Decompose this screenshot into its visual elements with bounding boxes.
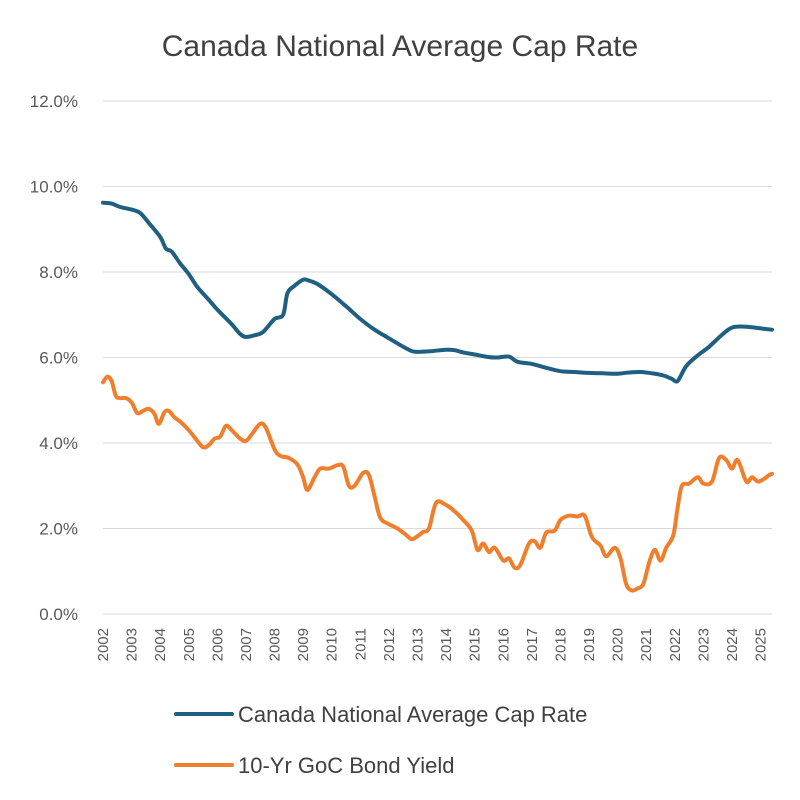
y-tick-label: 4.0% bbox=[39, 434, 78, 453]
x-tick-label: 2005 bbox=[181, 628, 198, 661]
legend-label-0: Canada National Average Cap Rate bbox=[238, 702, 587, 727]
x-tick-label: 2019 bbox=[581, 628, 598, 661]
x-tick-label: 2010 bbox=[324, 628, 341, 661]
x-tick-label: 2025 bbox=[753, 628, 770, 661]
x-tick-label: 2008 bbox=[267, 628, 284, 661]
legend-label-1: 10-Yr GoC Bond Yield bbox=[238, 753, 454, 778]
x-tick-label: 2017 bbox=[524, 628, 541, 661]
x-tick-label: 2016 bbox=[495, 628, 512, 661]
x-tick-label: 2006 bbox=[209, 628, 226, 661]
gridlines bbox=[103, 100, 772, 615]
x-tick-label: 2018 bbox=[552, 628, 569, 661]
y-tick-label: 8.0% bbox=[39, 263, 78, 282]
x-tick-label: 2012 bbox=[381, 628, 398, 661]
x-tick-label: 2002 bbox=[95, 628, 112, 661]
x-tick-label: 2022 bbox=[667, 628, 684, 661]
x-tick-label: 2011 bbox=[352, 628, 369, 660]
series-lines bbox=[101, 200, 774, 593]
x-tick-label: 2023 bbox=[695, 628, 712, 661]
x-tick-label: 2009 bbox=[295, 628, 312, 661]
x-tick-label: 2024 bbox=[724, 628, 741, 661]
x-tick-label: 2014 bbox=[438, 628, 455, 661]
x-tick-label: 2015 bbox=[467, 628, 484, 661]
cap-rate-series-line bbox=[101, 200, 774, 384]
x-tick-label: 2007 bbox=[238, 628, 255, 661]
x-tick-label: 2004 bbox=[152, 628, 169, 661]
x-tick-label: 2003 bbox=[124, 628, 141, 661]
x-tick-label: 2013 bbox=[409, 628, 426, 661]
y-tick-label: 6.0% bbox=[39, 349, 78, 368]
chart-title: Canada National Average Cap Rate bbox=[162, 30, 638, 63]
y-tick-label: 2.0% bbox=[39, 520, 78, 539]
y-tick-label: 12.0% bbox=[30, 92, 78, 111]
legend: Canada National Average Cap Rate 10-Yr Go… bbox=[174, 702, 587, 778]
bond-yield-series-line bbox=[101, 374, 774, 593]
x-tick-label: 2021 bbox=[638, 628, 655, 661]
y-tick-label: 0.0% bbox=[39, 605, 78, 624]
y-tick-label: 10.0% bbox=[30, 178, 78, 197]
y-axis-tick-labels: 0.0% 2.0% 4.0% 6.0% 8.0% 10.0% 12.0% bbox=[30, 92, 78, 624]
x-axis-tick-labels: 2002 2003 2004 2005 2006 2007 2008 2009 2010 2011… bbox=[95, 628, 770, 661]
x-tick-label: 2020 bbox=[610, 628, 627, 661]
